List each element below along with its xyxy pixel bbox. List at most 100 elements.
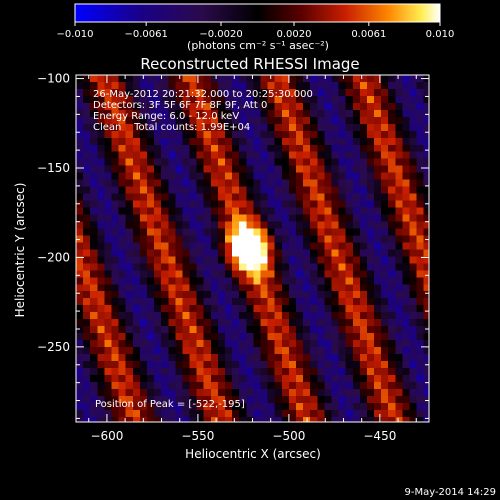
heatmap-cell <box>217 89 226 97</box>
heatmap-cell <box>402 137 411 146</box>
heatmap-cell <box>296 284 304 292</box>
heatmap-cell <box>395 284 403 292</box>
heatmap-cell <box>296 228 304 237</box>
heatmap-cell <box>154 319 162 327</box>
heatmap-cell <box>260 402 269 411</box>
heatmap-cell <box>225 333 233 341</box>
heatmap-cell <box>210 158 219 167</box>
heatmap-cell <box>317 228 325 237</box>
heatmap-cell <box>90 151 98 160</box>
heatmap-cell <box>331 305 340 313</box>
heatmap-cell <box>296 179 304 188</box>
heatmap-cell <box>203 416 212 422</box>
heatmap-cell <box>395 151 403 160</box>
heatmap-cell <box>310 207 318 216</box>
heatmap-cell <box>416 256 425 264</box>
heatmap-cell <box>217 193 226 202</box>
heatmap-cell <box>210 270 219 278</box>
heatmap-cell <box>303 340 311 348</box>
heatmap-cell <box>381 228 389 237</box>
heatmap-cell <box>147 172 155 181</box>
heatmap-cell <box>296 89 304 97</box>
heatmap-cell <box>431 166 439 174</box>
heatmap-cell <box>154 402 162 411</box>
heatmap-cell <box>182 186 191 195</box>
heatmap-cell <box>196 200 205 209</box>
heatmap-cell <box>303 151 311 160</box>
heatmap-cell <box>154 416 162 422</box>
heatmap-cell <box>239 256 247 264</box>
heatmap-cell <box>189 165 198 174</box>
heatmap-cell <box>267 137 276 146</box>
heatmap-cell <box>416 172 425 181</box>
heatmap-cell <box>331 207 340 216</box>
heatmap-cell <box>381 395 389 404</box>
heatmap-cell <box>168 116 176 125</box>
heatmap-cell <box>359 82 368 90</box>
heatmap-cell <box>423 151 429 160</box>
heatmap-cell <box>352 235 361 243</box>
heatmap-cell <box>317 95 325 104</box>
heatmap-cell <box>225 82 233 90</box>
heatmap-cell <box>168 228 176 237</box>
heatmap-cell <box>246 172 254 181</box>
heatmap-cell <box>416 130 425 139</box>
heatmap-cell <box>374 305 382 313</box>
heatmap-cell <box>310 172 318 181</box>
heatmap-cell <box>97 137 105 146</box>
heatmap-cell <box>203 165 212 174</box>
heatmap-cell <box>296 277 304 285</box>
heatmap-cell <box>97 368 105 376</box>
heatmap-cell <box>274 298 283 306</box>
heatmap-cell <box>168 263 176 271</box>
heatmap-cell <box>118 82 127 90</box>
heatmap-cell <box>246 291 254 299</box>
heatmap-cell <box>203 277 212 285</box>
heatmap-cell <box>182 200 191 209</box>
heatmap-cell <box>359 228 368 237</box>
heatmap-cell <box>260 395 269 404</box>
heatmap-cell <box>182 319 191 327</box>
heatmap-cell <box>118 368 127 376</box>
heatmap-cell <box>90 263 98 271</box>
heatmap-cell <box>281 249 290 257</box>
heatmap-cell <box>267 409 276 418</box>
heatmap-cell <box>281 179 290 188</box>
heatmap-cell <box>260 165 269 174</box>
heatmap-cell <box>374 354 382 362</box>
heatmap-cell <box>260 200 269 209</box>
heatmap-cell <box>225 137 233 146</box>
heatmap-cell <box>83 298 91 306</box>
heatmap-cell <box>189 340 198 348</box>
heatmap-cell <box>281 116 290 125</box>
heatmap-cell <box>125 144 134 153</box>
heatmap-cell <box>104 354 113 362</box>
heatmap-cell <box>168 221 176 230</box>
heatmap-cell <box>310 416 318 422</box>
heatmap-cell <box>367 388 375 397</box>
heatmap-cell <box>317 221 325 230</box>
heatmap-cell <box>324 151 333 160</box>
heatmap-cell <box>288 291 297 299</box>
heatmap-cell <box>239 75 247 83</box>
heatmap-cell <box>388 235 396 243</box>
heatmap-cell <box>182 354 191 362</box>
heatmap-cell <box>324 165 333 174</box>
heatmap-cell <box>260 270 269 278</box>
heatmap-cell <box>359 395 368 404</box>
heatmap-cell <box>367 193 375 202</box>
heatmap-cell <box>409 123 418 132</box>
heatmap-cell <box>317 207 325 216</box>
heatmap-cell <box>104 200 113 209</box>
heatmap-cell <box>288 361 297 369</box>
heatmap-cell <box>345 82 354 90</box>
heatmap-cell <box>317 144 325 153</box>
heatmap-cell <box>161 388 169 397</box>
heatmap-cell <box>246 249 254 257</box>
heatmap-cell <box>331 151 340 160</box>
colorbar-ticks: −0.010 −0.0061 −0.0020 0.0020 0.0061 0.010 <box>56 22 454 40</box>
heatmap-cell <box>246 144 254 153</box>
heatmap-cell <box>111 123 120 132</box>
heatmap-cell <box>374 416 382 422</box>
heatmap-cell <box>296 249 304 257</box>
